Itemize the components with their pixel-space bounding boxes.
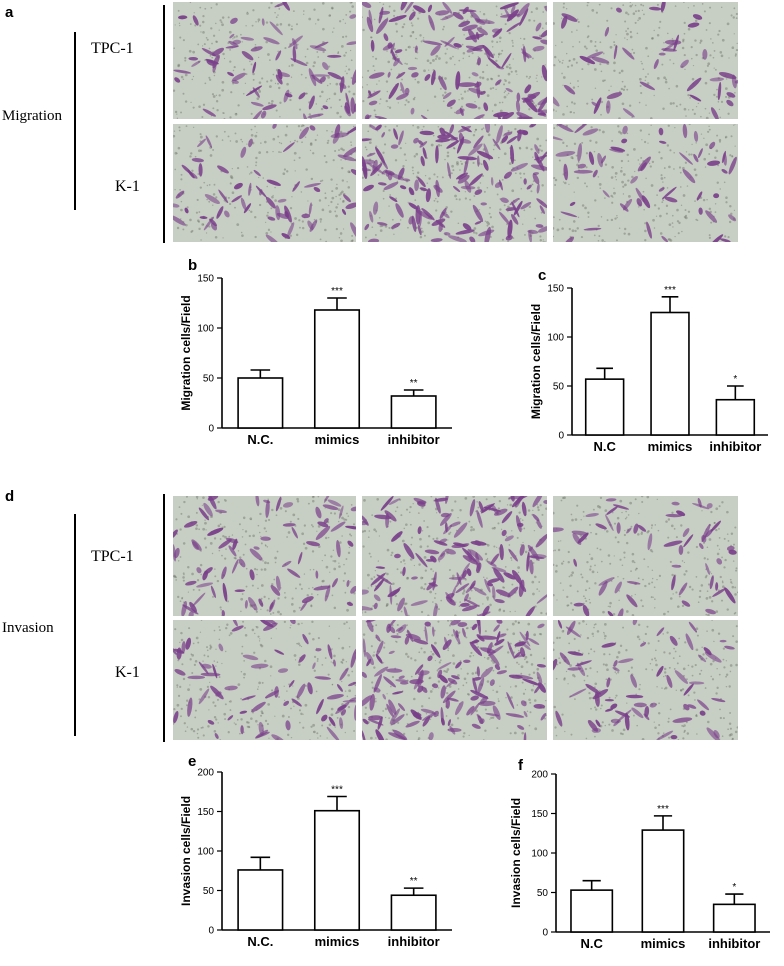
micrograph-migration-k1-nc: [173, 124, 356, 242]
micrograph-invasion-k1-nc: [173, 620, 356, 740]
bar: [237, 869, 284, 931]
y-tick-label: 0: [558, 431, 564, 442]
y-tick-label: 150: [547, 284, 564, 295]
y-tick-label: 50: [537, 888, 549, 899]
y-tick-label: 200: [531, 770, 548, 781]
y-tick-label: 100: [531, 849, 548, 860]
cell-texture: [553, 620, 738, 740]
y-tick-label: 150: [197, 807, 214, 818]
bar: [650, 311, 690, 436]
x-tick-label: inhibitor: [708, 936, 760, 951]
y-axis-label: Invasion cells/Field: [179, 796, 193, 906]
x-tick-label: mimics: [641, 936, 686, 951]
micrograph-migration-tpc1-nc: [173, 2, 356, 119]
significance-label: ***: [657, 804, 669, 815]
y-tick-label: 100: [547, 333, 564, 344]
cell-texture: [553, 496, 738, 616]
y-tick-label: 50: [203, 374, 215, 385]
x-tick-label: mimics: [315, 432, 360, 447]
y-tick-label: 200: [197, 768, 214, 779]
bar: [715, 398, 756, 436]
chart-panel-letter: c: [538, 267, 546, 284]
bar: [390, 894, 437, 931]
x-tick-label: mimics: [315, 934, 360, 949]
x-tick-label: N.C.: [247, 432, 273, 447]
chart-panel-letter: b: [188, 257, 197, 274]
cell-texture: [362, 124, 547, 242]
image-grid-divider: [163, 494, 165, 742]
y-axis-label: Migration cells/Field: [529, 304, 543, 419]
x-tick-label: inhibitor: [388, 934, 440, 949]
x-tick-label: inhibitor: [388, 432, 440, 447]
micrograph-migration-tpc1-mimics: [362, 2, 547, 119]
micrograph-migration-tpc1-inhibitor: [553, 2, 738, 119]
group-bracket-line: [74, 514, 76, 736]
chart-panel-letter: e: [188, 753, 196, 770]
cell-texture: [553, 2, 738, 119]
micrograph-migration-k1-mimics: [362, 124, 547, 242]
micrograph-invasion-tpc1-mimics: [362, 496, 547, 616]
micrograph-invasion-tpc1-nc: [173, 496, 356, 616]
row-label-tpc1: TPC-1: [91, 548, 134, 565]
bar: [237, 377, 284, 429]
x-tick-label: N.C: [580, 936, 603, 951]
chart-f: f 0 50 100 150 200 Invasion cells/Field N.C *** m…: [509, 757, 770, 951]
panel-letter-d: d: [5, 488, 15, 505]
side-label-migration: Migration: [2, 108, 62, 124]
y-tick-label: 100: [197, 324, 214, 335]
image-grid-divider: [163, 5, 165, 243]
chart-b: b 0 50 100 150 Migration cells/Field N.C. *** mi…: [179, 257, 452, 447]
y-tick-label: 50: [203, 886, 215, 897]
significance-label: **: [410, 378, 418, 389]
bar: [570, 889, 614, 933]
significance-label: *: [732, 882, 736, 893]
x-tick-label: mimics: [648, 439, 693, 454]
y-tick-label: 0: [542, 928, 548, 939]
bar: [712, 903, 756, 933]
cell-texture: [553, 124, 738, 242]
y-tick-label: 0: [208, 424, 214, 435]
y-tick-label: 50: [553, 382, 565, 393]
y-axis-label: Invasion cells/Field: [509, 798, 523, 908]
significance-label: ***: [664, 285, 676, 296]
bar: [313, 809, 361, 931]
bar: [641, 829, 685, 933]
micrograph-invasion-k1-inhibitor: [553, 620, 738, 740]
significance-label: ***: [331, 286, 343, 297]
x-tick-label: N.C.: [247, 934, 273, 949]
x-tick-label: N.C: [593, 439, 616, 454]
side-label-invasion: Invasion: [2, 620, 54, 636]
cell-texture: [173, 496, 356, 616]
cell-texture: [173, 124, 356, 242]
row-label-k1: K-1: [115, 664, 140, 681]
y-tick-label: 0: [208, 926, 214, 937]
micrograph-migration-k1-inhibitor: [553, 124, 738, 242]
chart-panel-letter: f: [518, 757, 524, 774]
micrograph-invasion-k1-mimics: [362, 620, 547, 740]
y-tick-label: 100: [197, 847, 214, 858]
micrograph-invasion-tpc1-inhibitor: [553, 496, 738, 616]
significance-label: **: [410, 876, 418, 887]
significance-label: ***: [331, 784, 343, 795]
bar: [584, 378, 625, 436]
y-axis-label: Migration cells/Field: [179, 295, 193, 410]
significance-label: *: [733, 374, 737, 385]
cell-texture: [362, 496, 547, 616]
cell-texture: [362, 2, 547, 119]
panel-letter-a: a: [5, 4, 14, 21]
x-tick-label: inhibitor: [709, 439, 761, 454]
bar: [390, 395, 437, 429]
row-label-k1: K-1: [115, 178, 140, 195]
cell-texture: [173, 620, 356, 740]
bar: [313, 309, 361, 429]
chart-c: c 0 50 100 150 Migration cells/Field N.C *** mim…: [529, 267, 768, 454]
cell-texture: [173, 2, 356, 119]
cell-texture: [362, 620, 547, 740]
group-bracket-line: [74, 32, 76, 210]
y-tick-label: 150: [197, 274, 214, 285]
row-label-tpc1: TPC-1: [91, 40, 134, 57]
y-tick-label: 150: [531, 809, 548, 820]
